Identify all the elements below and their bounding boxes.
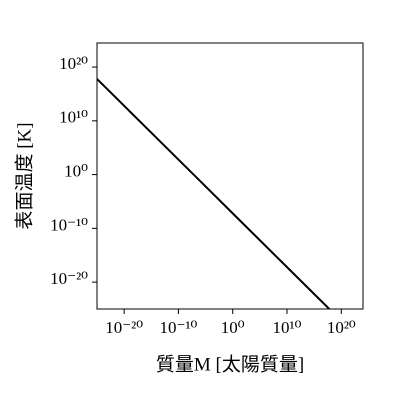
y-tick-label: 10⁰	[64, 162, 88, 181]
y-tick-label: 10²⁰	[59, 54, 88, 73]
x-axis-label: 質量M [太陽質量]	[156, 353, 304, 375]
y-tick-label: 10⁻²⁰	[50, 269, 88, 288]
x-tick-label: 10⁰	[221, 318, 245, 337]
y-axis-label: 表面温度 [K]	[13, 122, 35, 229]
plot-frame	[96, 42, 364, 310]
x-tick-label: 10²⁰	[327, 318, 356, 337]
x-tick-label: 10¹⁰	[273, 318, 302, 337]
y-tick-label: 10⁻¹⁰	[50, 215, 88, 234]
x-tick-label: 10⁻²⁰	[105, 318, 143, 337]
x-tick-label: 10⁻¹⁰	[159, 318, 197, 337]
y-tick-label: 10¹⁰	[59, 108, 88, 127]
data-line	[97, 78, 331, 309]
